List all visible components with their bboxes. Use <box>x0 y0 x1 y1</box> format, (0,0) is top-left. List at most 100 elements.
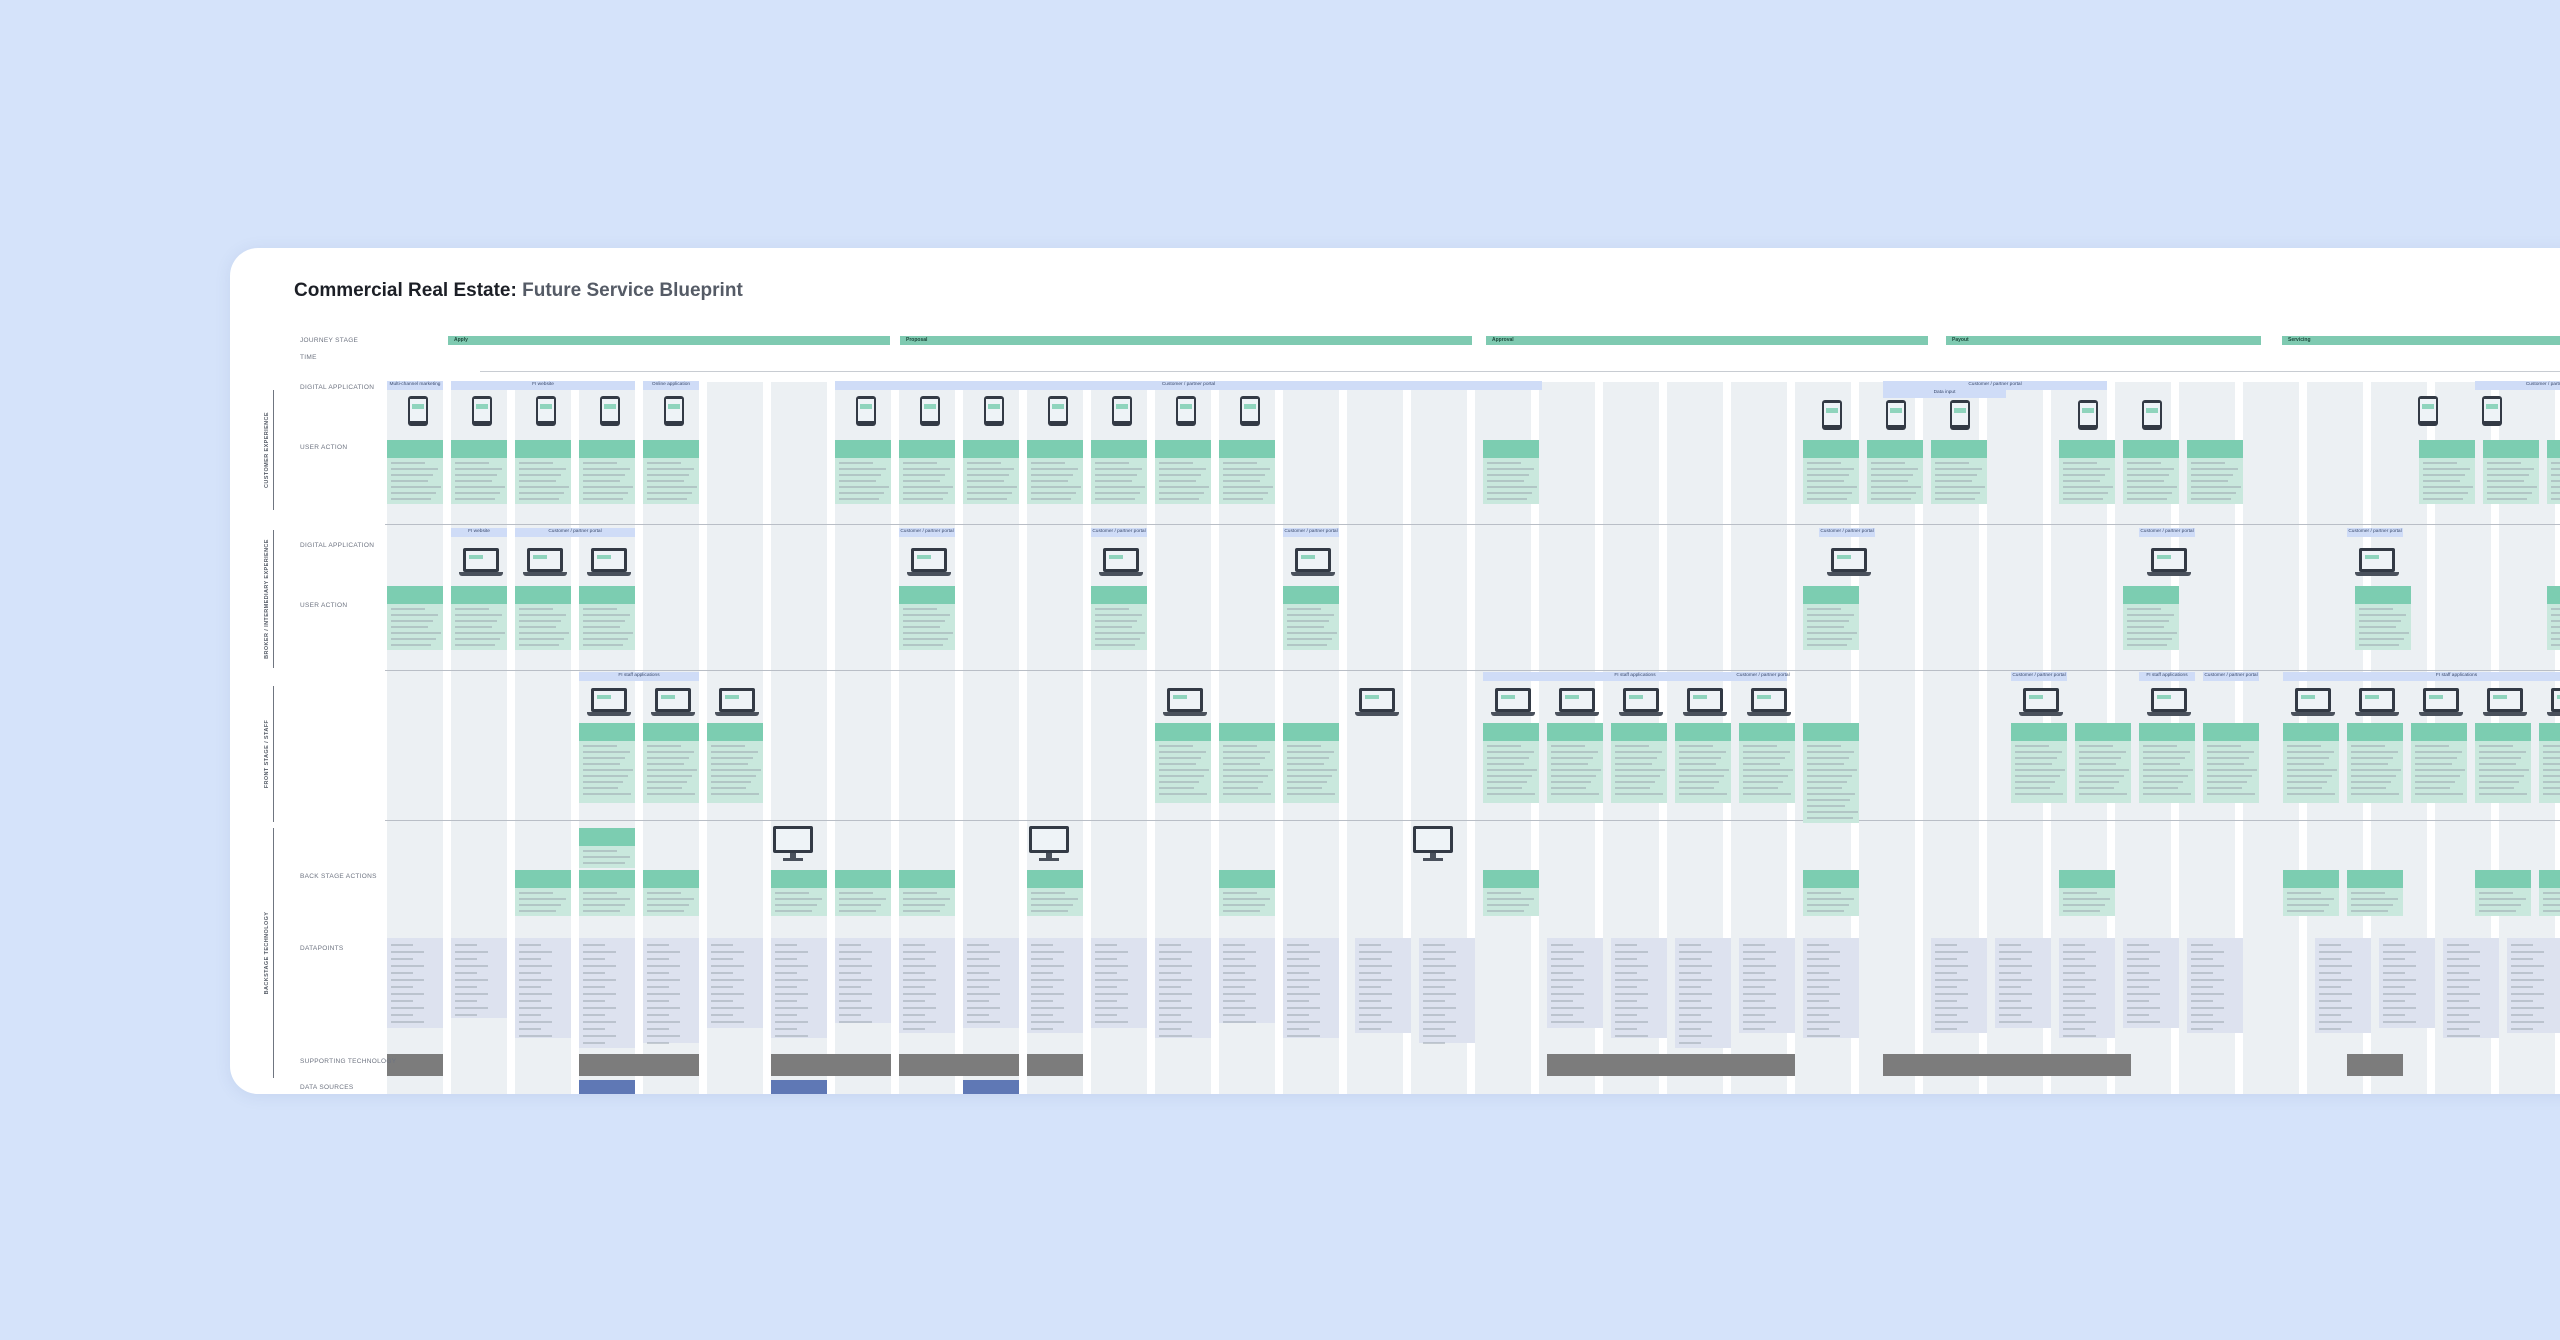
datapoint-line <box>2127 1021 2160 1023</box>
datapoint-line <box>1679 979 1712 981</box>
action-card-header <box>899 586 955 604</box>
action-card <box>2283 723 2339 803</box>
card-text-line <box>455 644 495 646</box>
datapoint-line <box>2319 979 2352 981</box>
phone-icon <box>664 396 684 426</box>
card-text-line <box>2015 751 2062 753</box>
datapoint-line <box>2127 1007 2160 1009</box>
card-text-line <box>1223 763 1260 765</box>
phone-screen <box>2080 403 2096 425</box>
card-text-line <box>519 492 564 494</box>
card-text-line <box>2479 892 2513 894</box>
action-card <box>2203 723 2259 803</box>
data-source-block <box>579 1080 635 1094</box>
action-card-header <box>387 586 443 604</box>
action-card <box>1027 440 1083 504</box>
card-text-line <box>2063 898 2110 900</box>
laptop-base <box>523 572 567 576</box>
card-text-line <box>2551 626 2560 628</box>
card-text-line <box>1487 745 1521 747</box>
card-text-line <box>2423 486 2473 488</box>
action-card <box>2139 723 2195 803</box>
datapoint-line <box>1999 944 2021 946</box>
datapoint-line <box>967 1000 989 1002</box>
datapoint-line <box>2063 993 2096 995</box>
card-text-line <box>903 632 953 634</box>
datapoint-card <box>1931 938 1987 1033</box>
card-text-line <box>2063 462 2097 464</box>
card-text-line <box>2191 486 2241 488</box>
action-card-header <box>899 440 955 458</box>
datapoint-line <box>519 972 541 974</box>
datapoint-line <box>839 1000 861 1002</box>
phone-screen-accent <box>1180 404 1192 409</box>
monitor-display <box>1416 829 1450 850</box>
card-text-line <box>1159 775 1204 777</box>
card-text-line <box>1223 468 1270 470</box>
datapoint-line <box>2191 972 2213 974</box>
laptop-base <box>2147 572 2191 576</box>
card-text-line <box>1807 614 1854 616</box>
app-header: Customer / partner portal <box>899 528 955 537</box>
datapoint-line <box>1159 1028 1181 1030</box>
lane-divider <box>385 524 2560 525</box>
datapoint-line <box>391 951 424 953</box>
datapoint-line <box>2319 1021 2352 1023</box>
datapoint-card <box>835 938 891 1023</box>
datapoint-line <box>1615 951 1648 953</box>
card-text-line <box>2127 492 2172 494</box>
card-text-line <box>2351 793 2399 795</box>
datapoint-line <box>1095 986 1117 988</box>
laptop-accent <box>1629 695 1643 699</box>
phone-screen <box>1178 399 1194 421</box>
card-text-line <box>1487 492 1532 494</box>
laptop-base <box>587 712 631 716</box>
laptop-display <box>466 551 496 569</box>
datapoint-line <box>1423 1035 1456 1037</box>
datapoint-line <box>2511 972 2533 974</box>
card-text-line <box>2063 468 2110 470</box>
datapoint-line <box>519 958 541 960</box>
datapoint-line <box>2063 1014 2085 1016</box>
card-text-line <box>1743 763 1780 765</box>
card-text-line <box>2063 498 2103 500</box>
card-text-line <box>2479 793 2527 795</box>
action-card-header <box>1219 440 1275 458</box>
card-text-line <box>2191 474 2233 476</box>
laptop-icon <box>523 548 567 578</box>
card-text-line <box>839 474 881 476</box>
datapoint-line <box>903 1014 925 1016</box>
card-text-line <box>2551 620 2560 622</box>
datapoint-line <box>1935 1000 1957 1002</box>
monitor-display <box>776 829 810 850</box>
datapoint-line <box>711 958 733 960</box>
laptop-display <box>2154 691 2184 709</box>
card-text-line <box>2359 626 2396 628</box>
card-text-line <box>391 614 438 616</box>
datapoint-line <box>2127 1014 2149 1016</box>
card-text-line <box>519 462 553 464</box>
card-text-line <box>519 638 564 640</box>
laptop-icon <box>907 548 951 578</box>
card-text-line <box>967 492 1012 494</box>
card-text-line <box>391 638 436 640</box>
phone-screen-accent <box>476 404 488 409</box>
card-text-line <box>2063 492 2108 494</box>
app-header: FI staff applications <box>1483 672 1787 681</box>
datapoint-line <box>519 965 552 967</box>
card-text-line <box>647 775 692 777</box>
datapoint-line <box>967 972 989 974</box>
datapoint-line <box>2063 1007 2096 1009</box>
card-text-line <box>2015 763 2052 765</box>
card-text-line <box>519 626 556 628</box>
phone-screen-accent <box>924 404 936 409</box>
card-text-line <box>2127 468 2174 470</box>
datapoint-line <box>455 979 488 981</box>
datapoint-line <box>1287 1007 1320 1009</box>
app-header-label: Customer / partner portal <box>2204 673 2258 678</box>
action-card-header <box>2347 723 2403 741</box>
datapoint-line <box>1679 1035 1712 1037</box>
datapoint-line <box>839 986 861 988</box>
card-text-line <box>2479 904 2521 906</box>
datapoint-line <box>1935 951 1968 953</box>
